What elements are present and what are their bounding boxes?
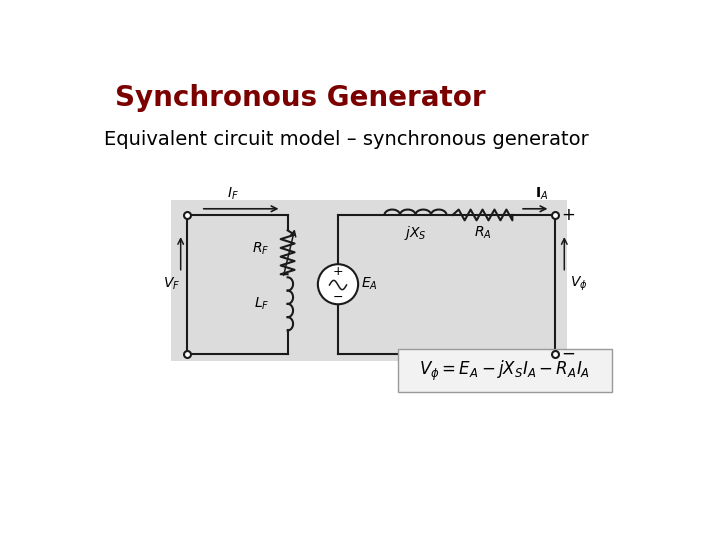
FancyBboxPatch shape: [397, 349, 611, 392]
Text: $\mathbf{I}_A$: $\mathbf{I}_A$: [535, 185, 548, 202]
Text: $V_\phi$: $V_\phi$: [570, 275, 588, 293]
Text: $R_A$: $R_A$: [474, 224, 491, 241]
Text: +: +: [333, 265, 343, 278]
Text: $I_F$: $I_F$: [228, 185, 239, 202]
Text: $R_F$: $R_F$: [252, 240, 269, 256]
Bar: [171, 200, 567, 361]
Text: Equivalent circuit model – synchronous generator: Equivalent circuit model – synchronous g…: [104, 130, 589, 149]
Text: +: +: [561, 206, 575, 224]
Text: −: −: [561, 345, 575, 362]
Text: Synchronous Generator: Synchronous Generator: [114, 84, 485, 112]
Text: $jX_S$: $jX_S$: [404, 224, 427, 242]
Text: $L_F$: $L_F$: [253, 296, 269, 312]
Circle shape: [318, 264, 358, 304]
Text: $V_\phi = E_A - jX_S I_A - R_A I_A$: $V_\phi = E_A - jX_S I_A - R_A I_A$: [419, 359, 590, 382]
Text: −: −: [333, 291, 343, 304]
Text: $E_A$: $E_A$: [361, 276, 378, 293]
Text: $V_F$: $V_F$: [163, 276, 180, 293]
